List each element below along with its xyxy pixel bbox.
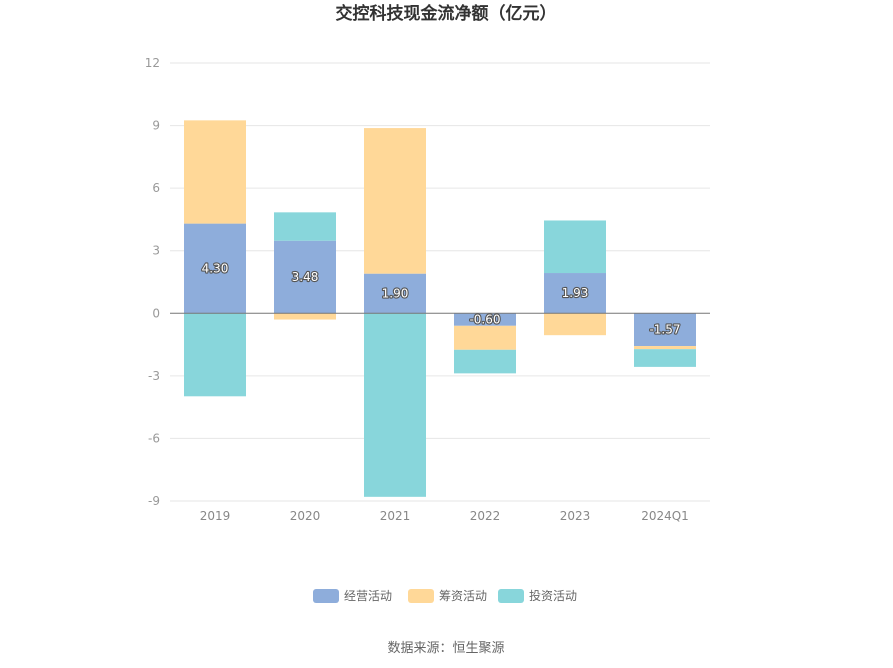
bar-segment[interactable] xyxy=(454,313,516,326)
bar-segment[interactable] xyxy=(184,223,246,314)
legend-swatch xyxy=(498,589,524,603)
bar-segment[interactable] xyxy=(274,212,336,241)
bars xyxy=(184,120,696,497)
x-tick-label: 2021 xyxy=(380,509,411,523)
chart-title: 交控科技现金流净额（亿元） xyxy=(336,3,557,24)
data-labels: 4.30 3.48 1.90 -0.60 1.93 -1.57 xyxy=(201,260,682,337)
source-note: 数据来源：恒生聚源 xyxy=(387,641,504,656)
legend-item[interactable]: 筹资活动 xyxy=(408,589,487,603)
grid: 12 9 6 3 0 -3 -6 -9 xyxy=(145,56,710,508)
data-label: -1.57 xyxy=(649,323,680,337)
data-label: 4.30 xyxy=(202,261,229,275)
bar-segment[interactable] xyxy=(274,240,336,314)
bar-segment[interactable] xyxy=(634,313,696,347)
data-label: 1.90 xyxy=(382,286,409,300)
bar-segment[interactable] xyxy=(634,346,696,350)
legend-item[interactable]: 经营活动 xyxy=(313,589,392,603)
x-tick-label: 2020 xyxy=(290,509,321,523)
y-tick-label: -6 xyxy=(148,431,160,445)
bar-segment[interactable] xyxy=(364,273,426,314)
bar-segment[interactable] xyxy=(454,325,516,350)
legend-swatch xyxy=(408,589,434,603)
bar-segment[interactable] xyxy=(544,273,606,314)
bar-segment[interactable] xyxy=(544,220,606,274)
legend-swatch xyxy=(313,589,339,603)
data-label: -0.60 xyxy=(469,313,500,327)
legend-item[interactable]: 投资活动 xyxy=(498,588,577,603)
x-tick-label: 2019 xyxy=(200,509,231,523)
x-tick-label: 2022 xyxy=(470,509,501,523)
y-tick-label: 0 xyxy=(152,306,160,320)
legend-label: 投资活动 xyxy=(529,588,577,603)
x-tick-label: 2023 xyxy=(560,509,591,523)
bar-segment[interactable] xyxy=(364,313,426,497)
y-tick-label: -9 xyxy=(148,494,160,508)
bar-segment[interactable] xyxy=(274,313,336,320)
bar-segment[interactable] xyxy=(544,313,606,336)
y-tick-label: -3 xyxy=(148,369,160,383)
bar-segment[interactable] xyxy=(364,128,426,274)
legend-label: 筹资活动 xyxy=(439,589,487,603)
bar-segment[interactable] xyxy=(184,313,246,397)
bar-segment[interactable] xyxy=(634,349,696,367)
bar-segment[interactable] xyxy=(184,120,246,224)
y-tick-label: 3 xyxy=(152,244,160,258)
y-tick-label: 6 xyxy=(152,181,160,195)
bar-segment[interactable] xyxy=(454,349,516,374)
y-tick-label: 12 xyxy=(145,56,160,70)
data-label: 1.93 xyxy=(562,286,589,300)
x-axis-ticks: 2019 2020 2021 2022 2023 2024Q1 xyxy=(200,509,689,523)
legend-label: 经营活动 xyxy=(344,589,392,603)
y-tick-label: 9 xyxy=(152,119,160,133)
data-label: 3.48 xyxy=(292,270,319,284)
x-tick-label: 2024Q1 xyxy=(641,509,689,523)
legend[interactable]: 经营活动 筹资活动 投资活动 xyxy=(313,588,577,603)
